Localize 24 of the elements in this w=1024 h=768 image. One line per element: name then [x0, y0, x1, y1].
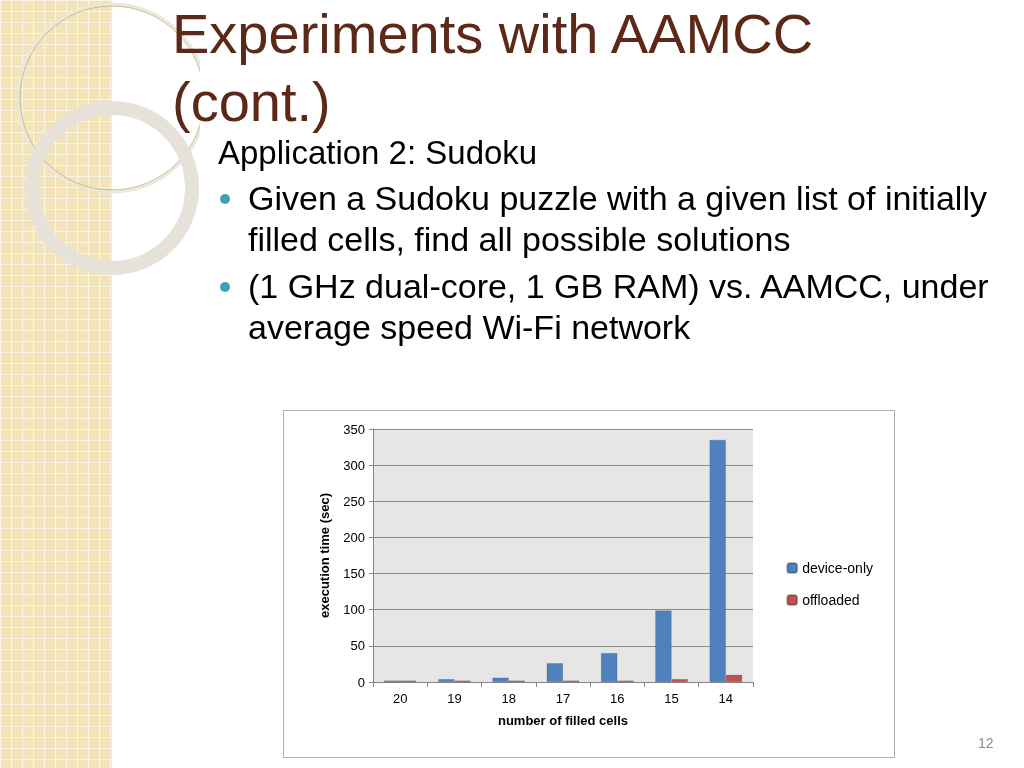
- y-tick-label: 250: [343, 493, 365, 509]
- legend-label: device-only: [802, 560, 874, 576]
- y-tick-label: 150: [343, 566, 365, 582]
- y-tick-label: 300: [343, 457, 365, 473]
- text: (1 GHz dual-core, 1 GB RAM) vs. AAMCC, under average speed Wi-Fi network: [248, 266, 990, 348]
- y-tick-label: 200: [343, 529, 365, 545]
- y-tick-label: 0: [357, 674, 365, 690]
- x-tick-label: 20: [392, 691, 408, 706]
- text: Given a Sudoku puzzle with a given list of initially filled cells, find all possible solutions: [248, 178, 988, 260]
- legend-label: offloaded: [802, 592, 860, 608]
- chart-subtitle: Application 2: Sudoku: [218, 133, 538, 173]
- x-tick-label: 18: [501, 691, 516, 706]
- x-tick-label: 16: [610, 691, 625, 706]
- y-tick-label: 50: [350, 638, 365, 654]
- y-tick-label: 100: [343, 602, 365, 618]
- x-tick-label: 14: [718, 691, 734, 706]
- text: 12: [978, 735, 994, 751]
- x-tick-label: 15: [664, 691, 679, 706]
- x-tick-label: 17: [555, 691, 571, 706]
- y-axis-title: execution time (sec): [317, 493, 332, 618]
- x-axis-title: number of filled cells: [497, 713, 629, 728]
- x-tick-label: 19: [447, 691, 462, 706]
- chart-title: Experiments with AAMCC (cont.): [172, 2, 814, 133]
- y-tick-label: 350: [343, 421, 365, 437]
